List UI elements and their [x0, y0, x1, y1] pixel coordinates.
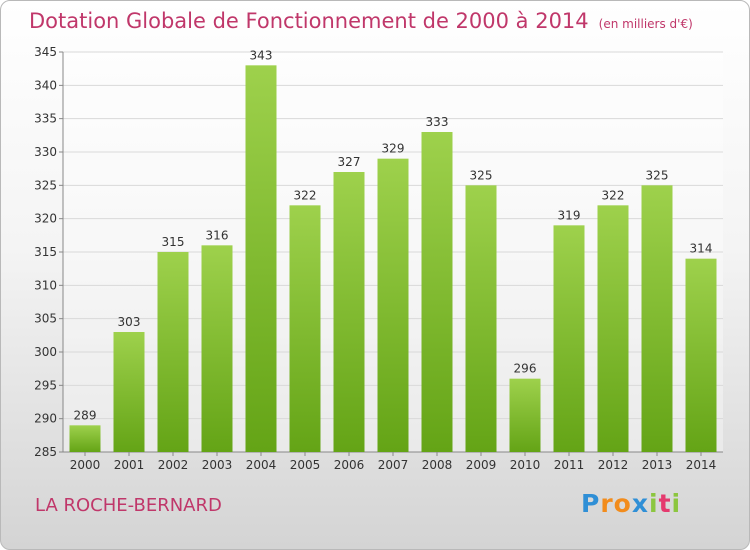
data-label: 289 — [74, 408, 97, 422]
proxiti-logo: Proxiti — [581, 489, 681, 518]
x-tick-label: 2009 — [466, 458, 497, 472]
data-label: 319 — [558, 208, 581, 222]
y-tick-label: 325 — [34, 178, 57, 192]
bar — [377, 158, 409, 452]
y-tick-label: 335 — [34, 112, 57, 126]
bar — [113, 332, 145, 452]
bar — [465, 185, 497, 453]
data-label: 325 — [470, 168, 493, 182]
chart-title: Dotation Globale de Fonctionnement de 20… — [29, 9, 693, 33]
x-tick-label: 2013 — [642, 458, 673, 472]
data-label: 343 — [250, 48, 273, 62]
y-tick-label: 320 — [34, 212, 57, 226]
y-tick-label: 340 — [34, 78, 57, 92]
data-label: 314 — [690, 242, 713, 256]
data-label: 333 — [426, 115, 449, 129]
bar — [289, 205, 321, 452]
x-tick-label: 2005 — [290, 458, 321, 472]
bar — [685, 258, 717, 452]
x-tick-label: 2007 — [378, 458, 409, 472]
bar — [421, 132, 453, 452]
y-tick-label: 285 — [34, 445, 57, 459]
data-label: 316 — [206, 228, 229, 242]
commune-name: LA ROCHE-BERNARD — [35, 495, 222, 516]
x-tick-label: 2000 — [70, 458, 101, 472]
x-tick-label: 2004 — [246, 458, 277, 472]
bar — [69, 425, 101, 452]
x-tick-label: 2006 — [334, 458, 365, 472]
bar — [157, 252, 189, 452]
logo-letter: r — [600, 489, 614, 518]
logo-letter: o — [613, 489, 632, 518]
bar — [641, 185, 673, 453]
y-tick-label: 300 — [34, 345, 57, 359]
y-tick-label: 315 — [34, 245, 57, 259]
title-text: Dotation Globale de Fonctionnement de 20… — [29, 9, 589, 33]
bar — [333, 172, 365, 452]
data-label: 325 — [646, 168, 669, 182]
y-tick-label: 310 — [34, 278, 57, 292]
data-label: 322 — [294, 188, 317, 202]
y-tick-label: 295 — [34, 378, 57, 392]
x-tick-label: 2010 — [510, 458, 541, 472]
y-tick-label: 330 — [34, 145, 57, 159]
logo-letter: x — [631, 489, 649, 518]
data-label: 322 — [602, 188, 625, 202]
x-tick-label: 2003 — [202, 458, 233, 472]
x-tick-label: 2002 — [158, 458, 189, 472]
x-tick-label: 2001 — [114, 458, 145, 472]
x-tick-label: 2014 — [686, 458, 717, 472]
x-tick-label: 2008 — [422, 458, 453, 472]
bar — [553, 225, 585, 452]
data-label: 315 — [162, 235, 185, 249]
logo-letter: i — [649, 489, 659, 518]
bar — [201, 245, 233, 452]
data-label: 296 — [514, 362, 537, 376]
logo-letter: P — [581, 489, 601, 518]
x-tick-label: 2012 — [598, 458, 629, 472]
logo-letter: i — [671, 489, 682, 518]
y-tick-label: 305 — [34, 312, 57, 326]
bar — [597, 205, 629, 452]
data-label: 329 — [382, 142, 405, 156]
logo-letter: t — [658, 489, 672, 518]
data-label: 327 — [338, 155, 361, 169]
y-tick-label: 290 — [34, 412, 57, 426]
data-label: 303 — [118, 315, 141, 329]
x-tick-label: 2011 — [554, 458, 585, 472]
bar — [509, 378, 541, 452]
bar — [245, 65, 277, 452]
y-tick-label: 345 — [34, 45, 57, 59]
unit-label: (en milliers d'€) — [598, 17, 693, 31]
